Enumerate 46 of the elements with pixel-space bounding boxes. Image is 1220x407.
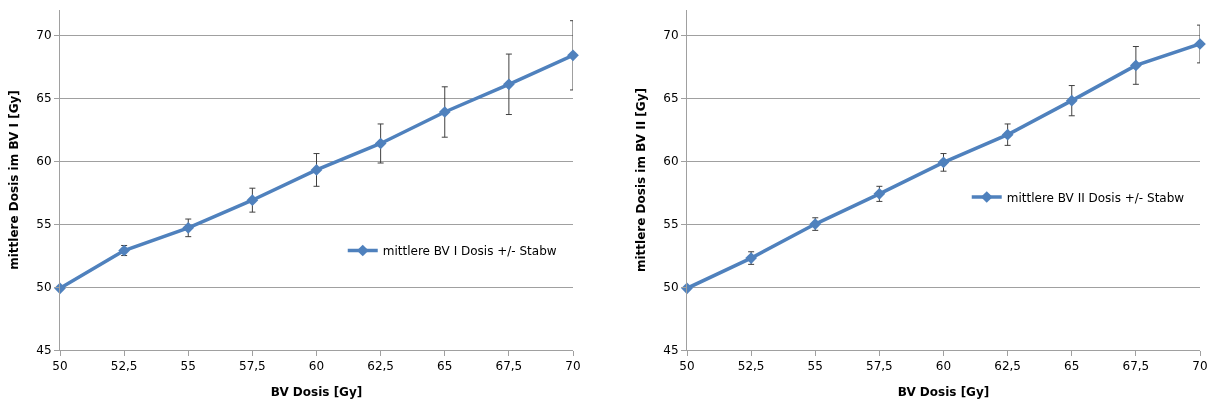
y-tick-label: 65 — [36, 91, 52, 106]
x-axis-title: BV Dosis [Gy] — [897, 385, 990, 400]
point — [374, 137, 387, 150]
x-axis-title: BV Dosis [Gy] — [270, 385, 363, 400]
y-tick-label: 45 — [36, 343, 52, 358]
point — [310, 164, 323, 176]
x-tick-label: 65 — [1064, 359, 1080, 374]
y-tick-label: 70 — [36, 28, 52, 43]
x-tick-label: 65 — [437, 359, 453, 374]
point — [567, 49, 579, 62]
x-tick-label: 62,5 — [994, 359, 1021, 374]
point — [246, 194, 259, 206]
y-tick-label: 55 — [36, 217, 52, 232]
x-tick-label: 70 — [1192, 359, 1208, 374]
y-axis-title: mittlere Dosis im BV I [Gy] — [6, 90, 21, 270]
x-tick-label: 52,5 — [737, 359, 765, 374]
x-tick-label: 55 — [807, 359, 823, 374]
y-tick-label: 50 — [36, 280, 52, 295]
x-tick-label: 50 — [52, 359, 68, 374]
legend-label: mittlere BV II Dosis +/- Stabw — [1006, 190, 1185, 205]
x-tick-label: 67,5 — [1122, 359, 1150, 374]
x-tick-label: 57,5 — [866, 359, 893, 374]
point — [438, 106, 451, 118]
y-tick-label: 65 — [663, 91, 679, 106]
x-tick-label: 62,5 — [367, 359, 394, 374]
legend-label: mittlere BV I Dosis +/- Stabw — [382, 244, 557, 259]
point — [1065, 94, 1078, 107]
y-axis-title: mittlere Dosis im BV II [Gy] — [633, 87, 648, 273]
x-tick-label: 55 — [180, 359, 196, 374]
x-tick-label: 70 — [565, 359, 581, 374]
y-tick-label: 60 — [663, 154, 679, 169]
y-tick-label: 55 — [663, 217, 679, 232]
y-tick-label: 45 — [663, 343, 679, 358]
x-tick-label: 67,5 — [495, 359, 523, 374]
point — [503, 78, 515, 91]
x-tick-label: 57,5 — [239, 359, 266, 374]
y-tick-label: 50 — [663, 280, 679, 295]
y-tick-label: 70 — [663, 28, 679, 43]
x-tick-label: 52,5 — [110, 359, 138, 374]
x-tick-label: 60 — [935, 359, 952, 374]
x-tick-label: 50 — [679, 359, 695, 374]
point — [182, 222, 195, 234]
point — [1001, 128, 1014, 141]
x-tick-label: 60 — [308, 359, 325, 374]
point — [1130, 59, 1142, 72]
y-tick-label: 60 — [36, 154, 52, 169]
